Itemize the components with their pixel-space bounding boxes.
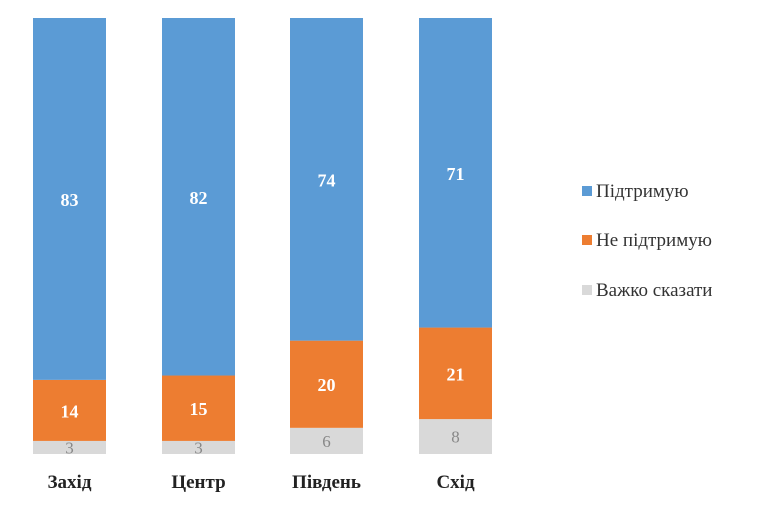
data-label-3-1: 3 [65,438,74,457]
data-label-3-2: 3 [194,438,203,457]
data-label-2-1: 14 [61,401,79,421]
bar-segment-1-2 [162,18,235,376]
legend-swatch-1 [582,186,592,196]
category-label-1: Захід [48,472,92,493]
legend-swatch-2 [582,235,592,245]
bar-segment-1-1 [33,18,106,380]
bar-segment-3-1 [33,440,106,454]
data-label-1-2: 82 [190,188,208,208]
bar-segment-2-4 [419,327,492,420]
legend-swatch-3 [582,285,592,295]
category-labels: Захід Центр Південь Схід [48,472,475,493]
bar-segment-3-2 [162,440,235,454]
category-label-3: Південь [292,472,361,493]
data-label-1-3: 74 [318,170,336,190]
legend: Підтримую Не підтримую Важко сказати [582,181,712,301]
category-label-2: Центр [171,472,225,493]
data-label-1-4: 71 [447,164,465,184]
data-label-2-3: 20 [318,375,336,395]
bars-group: 3 14 83 3 15 82 6 20 74 8 21 71 [33,18,492,457]
bar-segment-3-4 [419,419,492,454]
bar-segment-1-4 [419,18,492,328]
data-label-1-1: 83 [61,190,79,210]
legend-label-1: Підтримую [596,181,689,202]
legend-label-3: Важко сказати [596,280,712,301]
bar-segment-3-3 [290,427,363,454]
category-label-4: Схід [436,472,475,493]
bar-segment-2-3 [290,340,363,428]
bar-segment-2-1 [33,379,106,441]
legend-label-2: Не підтримую [596,230,712,251]
bar-segment-1-3 [290,18,363,341]
bar-segment-2-2 [162,375,235,441]
data-label-3-3: 6 [322,432,331,451]
data-label-2-2: 15 [190,399,208,419]
data-label-2-4: 21 [447,364,465,384]
data-label-3-4: 8 [451,428,460,447]
